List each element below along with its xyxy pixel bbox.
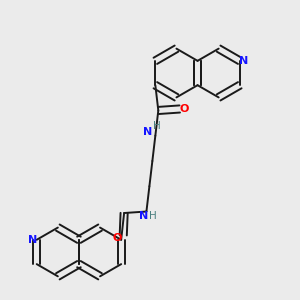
Text: H: H <box>149 211 157 221</box>
Text: O: O <box>112 233 122 243</box>
Text: O: O <box>180 104 189 114</box>
Text: N: N <box>239 56 249 66</box>
Text: N: N <box>28 235 37 245</box>
Text: N: N <box>143 127 152 137</box>
Text: H: H <box>153 121 161 130</box>
Text: N: N <box>139 211 148 221</box>
